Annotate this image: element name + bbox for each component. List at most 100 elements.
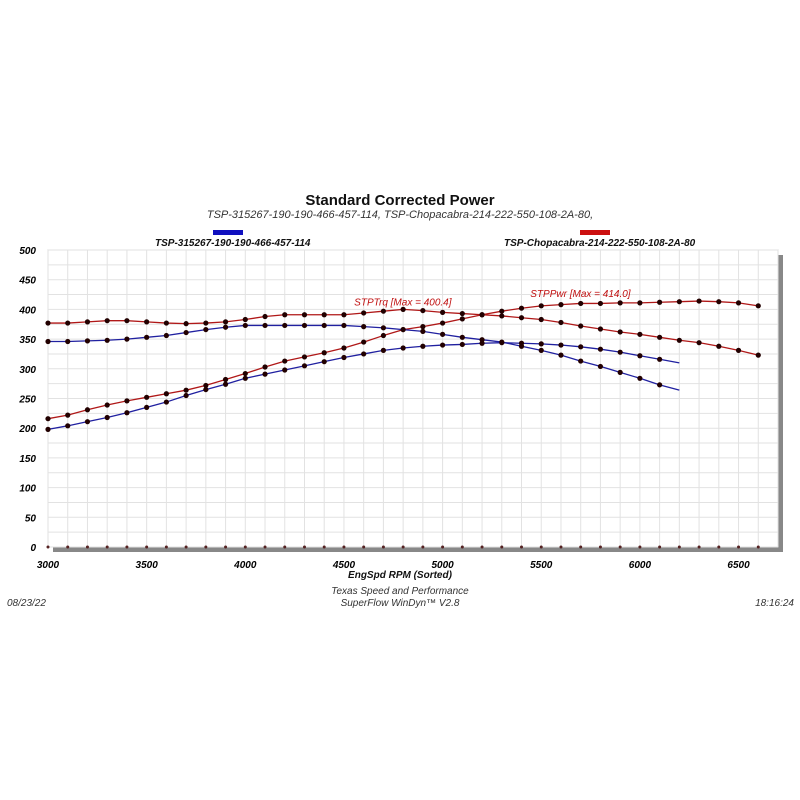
data-point <box>637 375 643 381</box>
data-point <box>597 300 604 307</box>
data-point <box>361 324 367 330</box>
data-point <box>657 356 663 362</box>
y-tick-label: 400 <box>18 305 36 316</box>
data-point <box>558 352 564 358</box>
y-tick-label: 200 <box>18 424 36 435</box>
data-point <box>578 358 584 364</box>
data-point <box>538 316 544 323</box>
data-point <box>657 299 663 305</box>
data-point <box>400 306 406 312</box>
data-point <box>321 312 327 318</box>
data-point <box>361 339 367 345</box>
plot-shadow-bottom <box>53 547 783 552</box>
data-point <box>45 338 51 345</box>
y-tick-label: 100 <box>19 484 36 495</box>
data-point <box>282 312 288 318</box>
data-point <box>597 326 604 332</box>
zero-marker <box>322 545 326 549</box>
data-point <box>183 329 189 336</box>
data-point <box>420 343 426 349</box>
zero-marker <box>520 545 524 549</box>
data-point <box>321 359 327 365</box>
zero-marker <box>618 545 622 549</box>
data-point <box>84 338 91 344</box>
y-tick-label: 50 <box>25 513 37 524</box>
annotation-0: STPTrq [Max = 400.4] <box>354 297 452 308</box>
zero-marker <box>243 545 247 549</box>
data-point <box>716 299 722 305</box>
x-tick-label: 6000 <box>629 560 652 571</box>
data-point <box>755 303 761 309</box>
zero-marker <box>737 545 741 549</box>
zero-marker <box>697 545 701 549</box>
data-point <box>163 320 169 326</box>
zero-marker <box>598 545 602 549</box>
data-point <box>617 369 623 375</box>
zero-marker <box>381 545 385 549</box>
data-point <box>518 305 525 311</box>
zero-marker <box>125 545 129 549</box>
y-tick-label: 450 <box>18 276 36 287</box>
data-point <box>124 318 130 324</box>
zero-marker <box>66 545 70 549</box>
data-point <box>459 316 465 322</box>
data-point <box>479 340 485 346</box>
zero-marker <box>559 545 563 549</box>
data-point <box>518 315 525 321</box>
data-point <box>459 334 465 340</box>
data-point <box>518 340 525 346</box>
x-tick-label: 5500 <box>530 560 553 571</box>
zero-marker <box>302 545 306 549</box>
data-point <box>361 310 367 316</box>
data-point <box>222 376 229 383</box>
data-point <box>262 364 268 370</box>
data-point <box>321 322 327 329</box>
zero-marker <box>441 545 445 549</box>
data-point <box>657 382 663 388</box>
data-point <box>183 321 189 327</box>
data-point <box>479 312 485 318</box>
zero-marker <box>756 545 760 549</box>
data-point <box>84 407 91 413</box>
data-point <box>439 342 446 348</box>
data-point <box>262 371 268 377</box>
data-point <box>617 349 623 355</box>
data-point <box>282 367 288 373</box>
data-point <box>104 414 110 421</box>
zero-marker <box>500 545 504 549</box>
data-point <box>341 312 347 318</box>
zero-marker <box>283 545 287 549</box>
data-point <box>84 319 91 325</box>
data-point <box>65 338 71 345</box>
zero-marker <box>342 545 346 549</box>
annotation-1: STPPwr [Max = 414.0] <box>530 289 631 300</box>
data-point <box>183 392 189 399</box>
data-point <box>183 387 189 393</box>
data-point <box>242 375 248 381</box>
data-point <box>578 344 584 350</box>
company-name: Texas Speed and Performance <box>331 586 469 597</box>
data-point <box>558 319 564 326</box>
data-point <box>420 324 426 330</box>
plot-shadow-right <box>778 255 783 552</box>
data-point <box>558 342 564 348</box>
x-tick-label: 6500 <box>727 560 750 571</box>
data-point <box>242 370 248 377</box>
zero-marker <box>421 545 425 549</box>
data-point <box>420 328 426 334</box>
data-point <box>380 347 387 353</box>
x-tick-label: 5000 <box>431 560 454 571</box>
data-point <box>617 329 623 335</box>
y-tick-label: 300 <box>19 365 36 376</box>
chart-subtitle: TSP-315267-190-190-466-457-114, TSP-Chop… <box>206 209 594 221</box>
data-point <box>203 320 209 326</box>
data-point <box>104 402 110 408</box>
data-point <box>301 363 308 369</box>
data-point <box>144 404 150 411</box>
zero-marker <box>85 545 89 549</box>
x-tick-label: 3500 <box>136 560 159 571</box>
zero-marker <box>224 545 228 549</box>
time: 18:16:24 <box>755 598 794 609</box>
x-axis-label: EngSpd RPM (Sorted) <box>348 570 452 581</box>
data-point <box>380 332 387 339</box>
